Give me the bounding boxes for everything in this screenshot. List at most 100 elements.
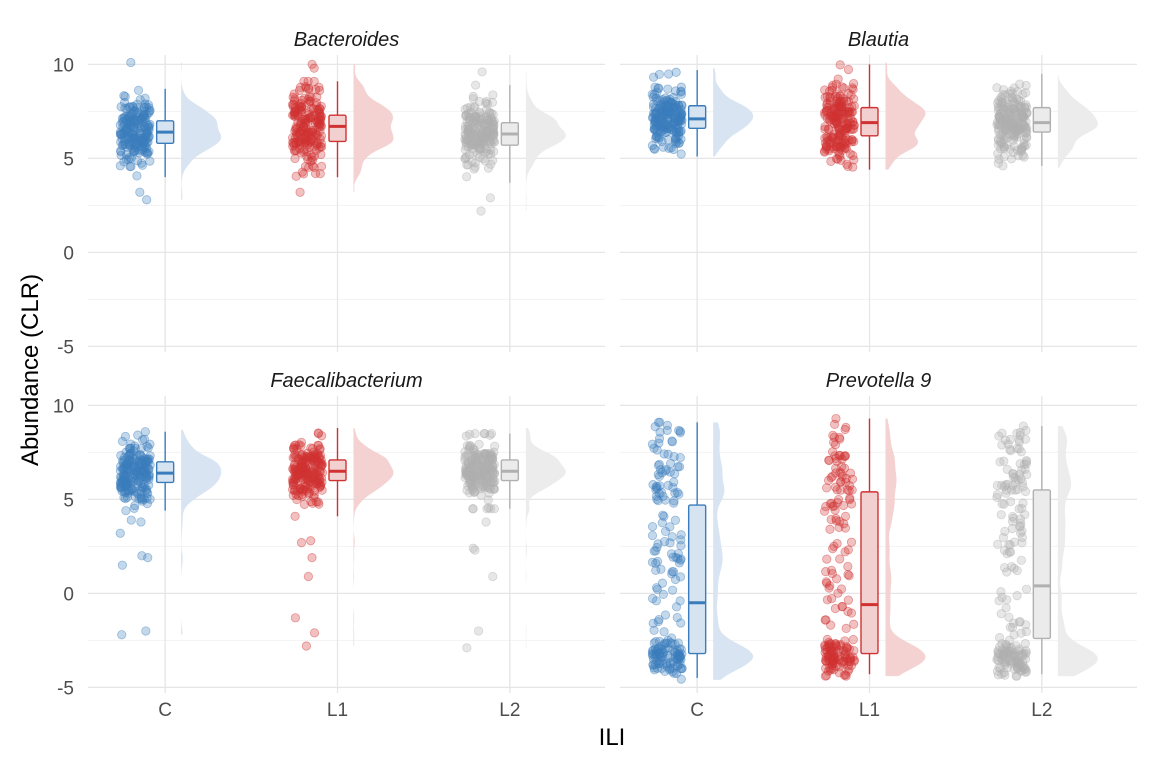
data-point <box>296 125 306 136</box>
data-point <box>676 111 686 121</box>
data-point <box>657 122 667 132</box>
data-point <box>480 478 491 489</box>
data-point <box>117 113 127 124</box>
data-point <box>136 134 147 144</box>
data-point <box>487 97 498 107</box>
data-point <box>672 612 682 623</box>
density-half-violin <box>525 71 566 212</box>
data-point <box>143 123 153 133</box>
data-point <box>306 134 316 144</box>
data-point <box>134 122 145 132</box>
data-point <box>486 149 496 159</box>
data-point <box>132 156 143 166</box>
data-point <box>129 503 139 513</box>
data-point <box>295 102 305 112</box>
data-point <box>145 105 155 115</box>
data-point <box>300 118 310 128</box>
data-point <box>837 96 847 107</box>
data-point <box>481 127 492 137</box>
data-point <box>481 130 491 141</box>
data-point <box>464 442 475 452</box>
data-point <box>467 138 478 148</box>
data-point <box>475 144 485 154</box>
data-point <box>470 111 481 121</box>
data-point <box>116 128 126 139</box>
data-point <box>144 147 154 157</box>
data-point <box>661 123 671 133</box>
data-point <box>651 596 661 606</box>
density-half-violin <box>713 68 754 157</box>
data-point <box>477 128 488 138</box>
data-point <box>293 136 303 146</box>
data-point <box>469 112 479 122</box>
data-point <box>136 141 146 151</box>
data-point <box>467 157 477 167</box>
data-point <box>123 111 133 121</box>
data-point <box>835 554 845 564</box>
data-point <box>129 122 139 132</box>
data-point <box>129 147 139 157</box>
data-point <box>1021 140 1031 150</box>
data-point <box>138 144 148 154</box>
data-point <box>657 94 667 105</box>
data-point <box>125 161 135 172</box>
data-point <box>313 138 323 148</box>
data-point <box>481 96 492 106</box>
data-point <box>301 137 311 147</box>
data-point <box>654 119 664 129</box>
data-point <box>133 137 143 147</box>
data-point <box>843 561 853 572</box>
data-point <box>145 156 155 166</box>
data-point <box>290 110 300 120</box>
data-point <box>651 108 661 119</box>
data-point <box>651 93 661 103</box>
data-point <box>126 439 136 449</box>
data-point <box>473 120 483 130</box>
data-point <box>659 111 669 121</box>
data-point <box>673 124 684 134</box>
data-point <box>477 67 487 77</box>
data-point <box>291 124 301 134</box>
data-point <box>135 120 145 130</box>
data-point <box>462 135 472 145</box>
data-point <box>464 124 474 134</box>
data-point <box>301 138 311 148</box>
data-point <box>302 140 313 150</box>
data-point <box>304 83 314 93</box>
data-point <box>128 115 139 125</box>
data-point <box>295 187 305 197</box>
data-point <box>142 195 152 205</box>
data-point <box>472 129 482 139</box>
data-point <box>652 120 662 131</box>
data-point <box>139 132 149 142</box>
data-point <box>648 108 659 119</box>
data-point <box>1006 92 1017 102</box>
data-point <box>657 120 668 131</box>
data-point <box>133 123 143 134</box>
density-half-violin <box>885 62 926 170</box>
data-point <box>140 129 151 139</box>
box <box>860 491 879 655</box>
data-point <box>1021 626 1031 637</box>
data-point <box>838 118 848 128</box>
x-tick-label: L1 <box>859 700 880 721</box>
data-point <box>316 121 326 132</box>
data-point <box>847 107 858 117</box>
data-point <box>292 123 302 134</box>
data-point <box>472 130 482 141</box>
data-point <box>461 134 471 144</box>
data-point <box>476 132 486 142</box>
data-point <box>316 138 326 149</box>
data-point <box>847 124 857 134</box>
data-point <box>298 122 309 132</box>
data-point <box>132 133 142 143</box>
data-point <box>663 135 673 145</box>
data-point <box>489 129 499 139</box>
data-point <box>474 118 484 128</box>
facet-title: Blautia <box>848 29 909 51</box>
data-point <box>651 558 661 568</box>
data-point <box>1019 152 1029 162</box>
data-point <box>648 112 658 122</box>
data-point <box>122 124 132 134</box>
data-point <box>667 98 677 108</box>
